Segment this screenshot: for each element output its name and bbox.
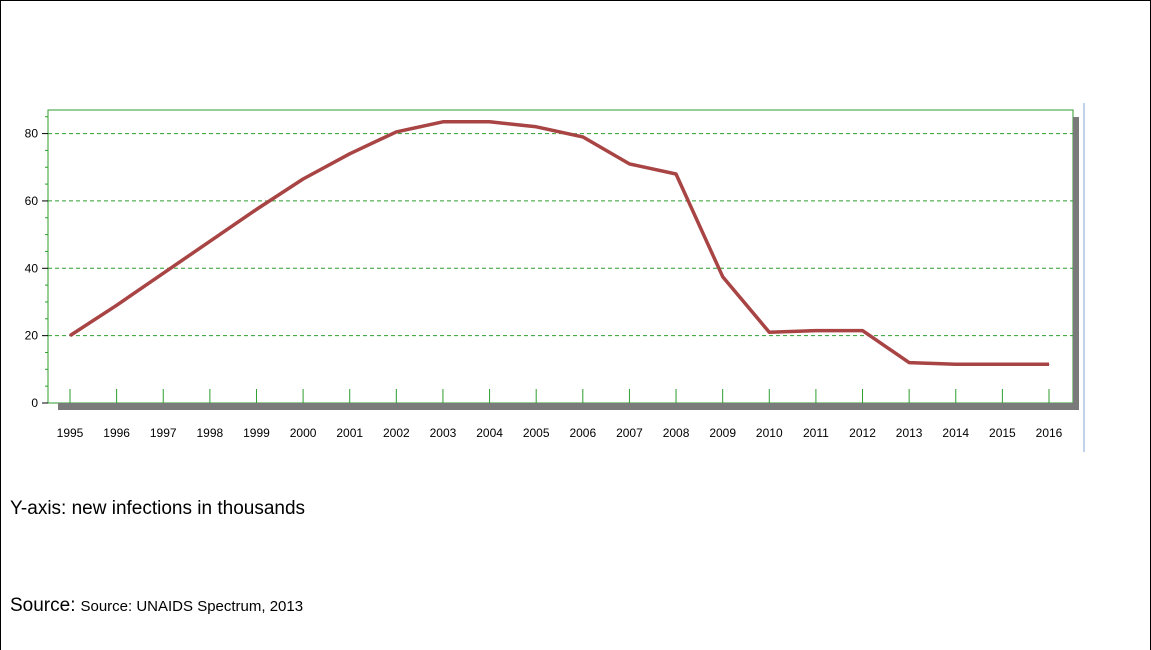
x-tick-label: 2014 — [942, 426, 969, 440]
x-tick-label: 2009 — [709, 426, 736, 440]
data-point — [489, 121, 491, 123]
x-tick-label: 2007 — [616, 426, 643, 440]
plot-shadow-right — [1073, 117, 1079, 410]
data-point — [862, 330, 864, 332]
data-point — [162, 272, 164, 274]
source-label: Source: — [10, 595, 76, 616]
data-point — [302, 178, 304, 180]
data-point — [69, 335, 71, 337]
source-text: Source: UNAIDS Spectrum, 2013 — [80, 598, 304, 615]
data-point — [582, 136, 584, 138]
data-point — [209, 240, 211, 242]
data-point — [815, 330, 817, 332]
x-tick-label: 2006 — [569, 426, 596, 440]
plot-area — [47, 109, 1074, 404]
data-point — [675, 173, 677, 175]
y-tick-label: 80 — [25, 127, 39, 141]
data-point — [768, 331, 770, 333]
data-point — [116, 304, 118, 306]
x-tick-label: 1997 — [150, 426, 177, 440]
data-point — [722, 276, 724, 278]
y-axis-caption: Y-axis: new infections in thousands — [10, 498, 306, 519]
data-point — [535, 126, 537, 128]
data-point — [442, 121, 444, 123]
x-tick-label: 2010 — [756, 426, 783, 440]
line-chart: 0 20 40 60 80 1995 1996 1997 1998 1999 2000 2001 200… — [25, 103, 1085, 452]
data-point — [349, 153, 351, 155]
data-point — [395, 131, 397, 133]
x-tick-label: 1998 — [197, 426, 224, 440]
series-line — [69, 120, 1049, 367]
plot-shadow-bottom — [58, 403, 1079, 410]
x-tick-label: 1999 — [243, 426, 270, 440]
x-tick-label: 2011 — [803, 426, 829, 440]
data-point — [1001, 363, 1003, 365]
y-tick-label: 0 — [31, 396, 38, 410]
data-point — [1048, 363, 1050, 365]
x-tick-label: 2000 — [290, 426, 317, 440]
data-point — [255, 208, 257, 210]
x-tick-label: 2015 — [989, 426, 1016, 440]
y-tick-label: 40 — [25, 261, 39, 275]
y-tick-label: 20 — [25, 329, 39, 343]
data-point — [628, 163, 630, 165]
data-point — [955, 363, 957, 365]
x-tick-label: 2002 — [383, 426, 410, 440]
x-tick-label: 2001 — [336, 426, 363, 440]
x-tick-label: 2004 — [476, 426, 503, 440]
x-tick-label: 2008 — [663, 426, 690, 440]
source-caption: Source: Source: UNAIDS Spectrum, 2013 — [10, 595, 303, 617]
x-tick-label: 2016 — [1036, 426, 1063, 440]
x-tick-label: 2012 — [849, 426, 876, 440]
y-tick-label: 60 — [25, 194, 39, 208]
x-tick-label: 1995 — [57, 426, 84, 440]
x-tick-label: 1996 — [103, 426, 130, 440]
data-point — [908, 362, 910, 364]
x-tick-label: 2003 — [430, 426, 457, 440]
x-tick-label: 2005 — [523, 426, 550, 440]
x-tick-label: 2013 — [896, 426, 923, 440]
